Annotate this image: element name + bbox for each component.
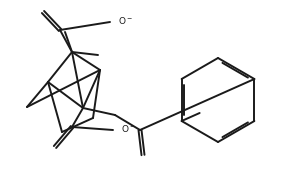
Text: O$^-$: O$^-$ <box>121 123 136 134</box>
Text: O$^-$: O$^-$ <box>118 16 133 26</box>
